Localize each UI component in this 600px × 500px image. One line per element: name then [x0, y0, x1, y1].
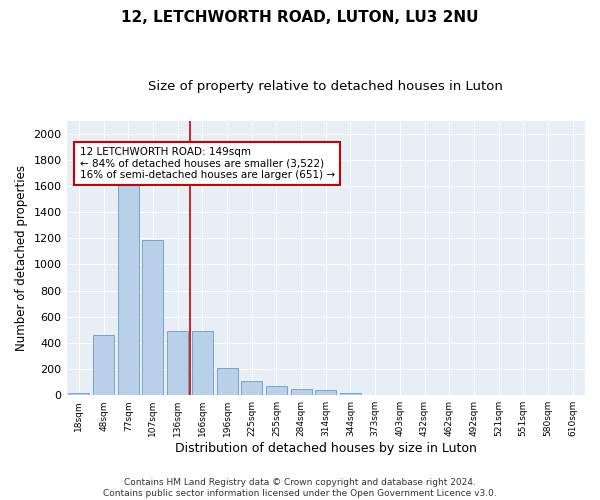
Title: Size of property relative to detached houses in Luton: Size of property relative to detached ho…: [148, 80, 503, 93]
Bar: [290, 388, 311, 395]
Text: 12, LETCHWORTH ROAD, LUTON, LU3 2NU: 12, LETCHWORTH ROAD, LUTON, LU3 2NU: [121, 10, 479, 25]
Bar: [192, 331, 213, 395]
Bar: [217, 368, 238, 395]
Bar: [340, 392, 361, 395]
Bar: [118, 184, 139, 395]
Bar: [241, 381, 262, 395]
Bar: [93, 335, 114, 395]
X-axis label: Distribution of detached houses by size in Luton: Distribution of detached houses by size …: [175, 442, 477, 455]
Bar: [266, 386, 287, 395]
Bar: [167, 331, 188, 395]
Text: Contains HM Land Registry data © Crown copyright and database right 2024.
Contai: Contains HM Land Registry data © Crown c…: [103, 478, 497, 498]
Bar: [68, 392, 89, 395]
Y-axis label: Number of detached properties: Number of detached properties: [15, 165, 28, 351]
Text: 12 LETCHWORTH ROAD: 149sqm
← 84% of detached houses are smaller (3,522)
16% of s: 12 LETCHWORTH ROAD: 149sqm ← 84% of deta…: [80, 146, 335, 180]
Bar: [142, 240, 163, 395]
Bar: [315, 390, 336, 395]
